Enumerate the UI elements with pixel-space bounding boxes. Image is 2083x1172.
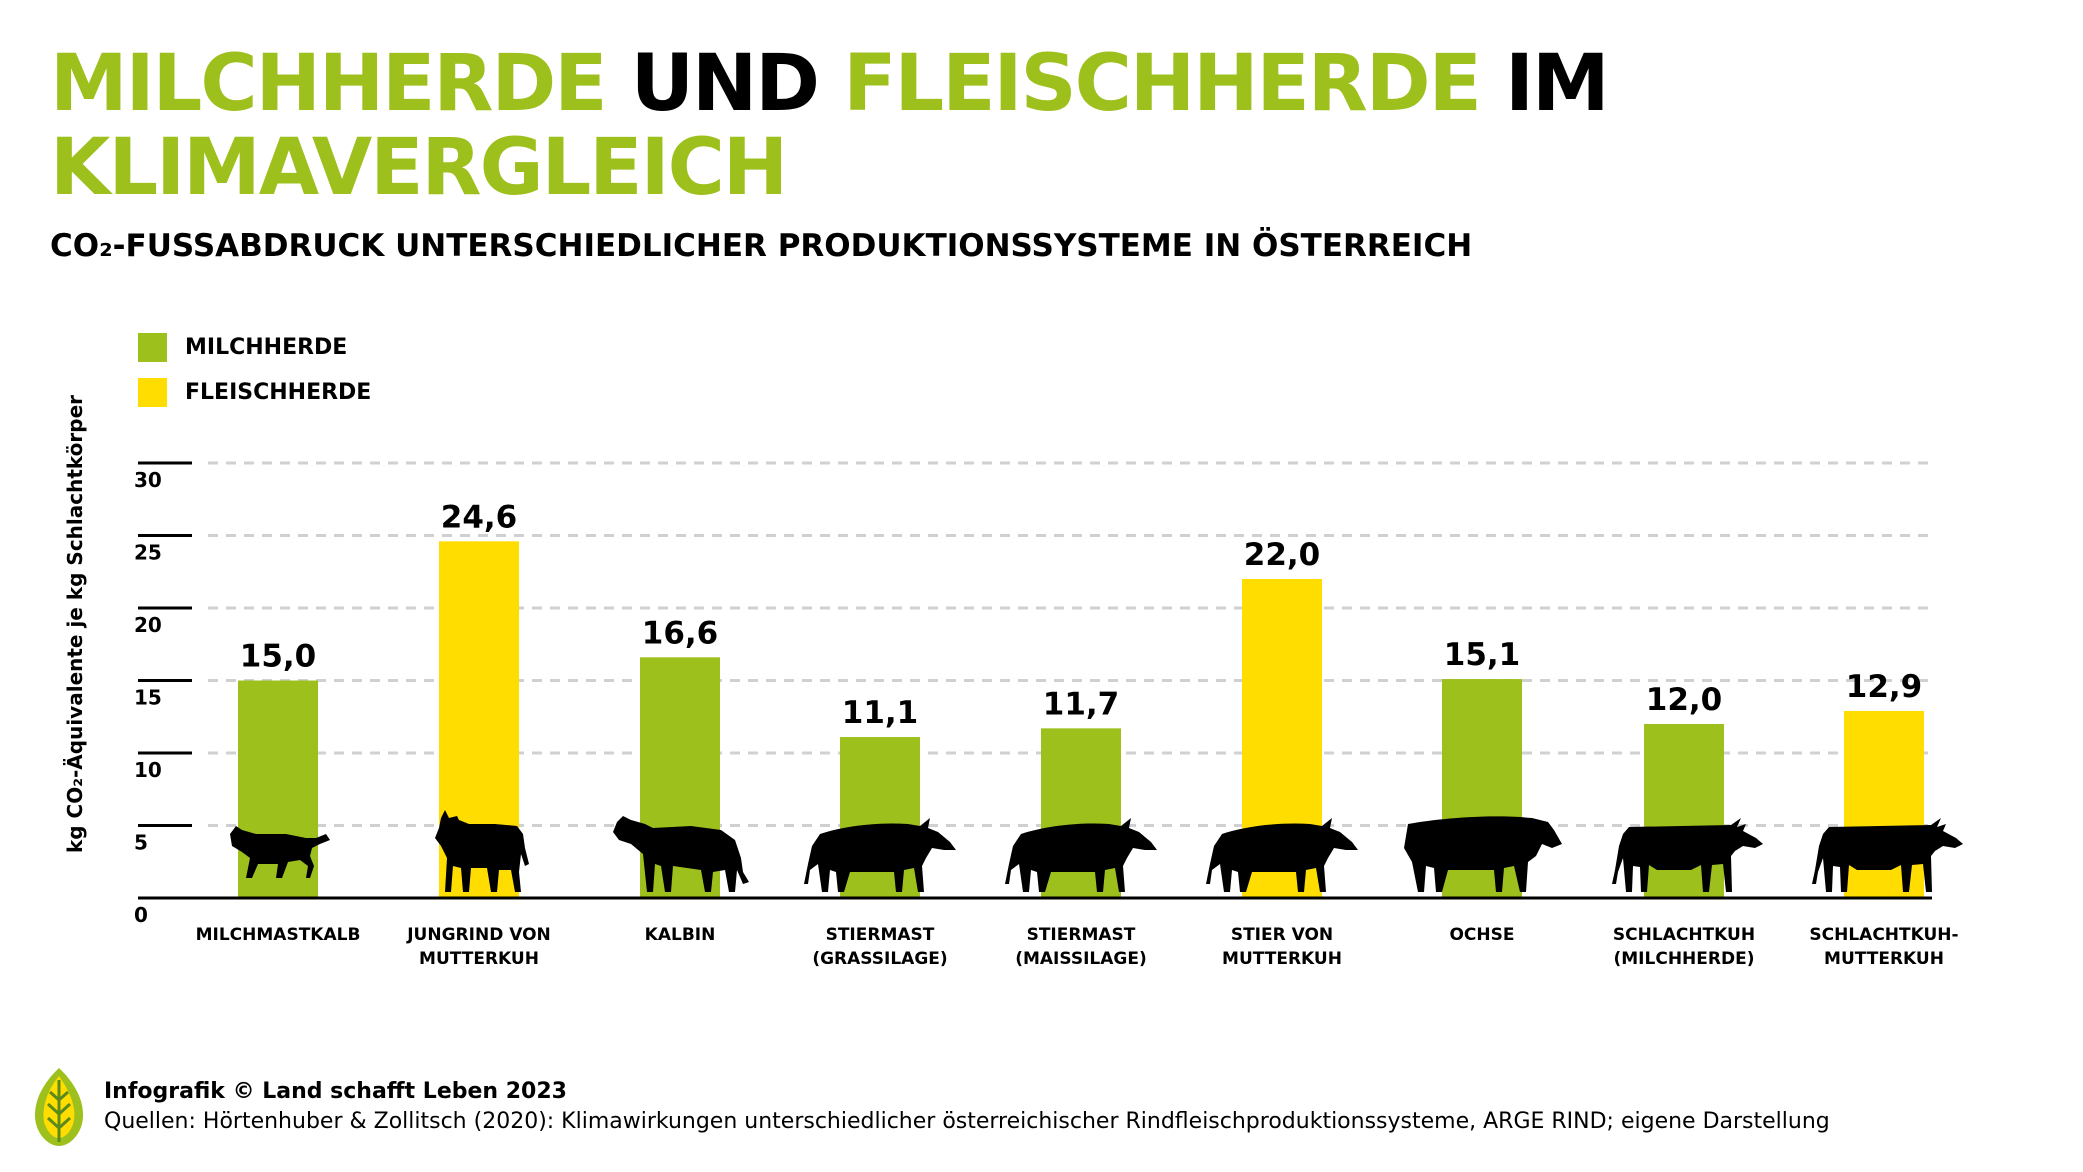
leaf-logo-icon <box>34 1068 84 1146</box>
category-label: JUNGRIND VON <box>406 925 551 945</box>
legend-label-fleischherde: FLEISCHHERDE <box>185 379 372 405</box>
category-label-line2: (MAISSILAGE) <box>1015 949 1147 969</box>
y-tick-label: 10 <box>134 758 162 782</box>
y-tick-label: 25 <box>134 541 162 565</box>
legend-item-fleischherde: FLEISCHHERDE <box>138 377 371 407</box>
legend-item-milchherde: MILCHHERDE <box>138 332 347 362</box>
title-milchherde: MILCHHERDE <box>50 39 608 129</box>
bar-value-label: 24,6 <box>441 499 518 535</box>
footer-sources: Quellen: Hörtenhuber & Zollitsch (2020):… <box>104 1109 1830 1134</box>
category-label-line2: (GRASSILAGE) <box>812 949 947 969</box>
bar-value-label: 11,7 <box>1043 686 1120 722</box>
bar-value-label: 16,6 <box>642 615 719 651</box>
legend-swatch-milchherde <box>138 332 167 362</box>
category-label: SCHLACHTKUH <box>1613 925 1755 945</box>
category-label-line2: MUTTERKUH <box>1222 949 1342 969</box>
category-label: STIER VON <box>1231 925 1333 945</box>
y-tick-label: 20 <box>134 613 162 637</box>
bar-value-label: 22,0 <box>1244 537 1321 573</box>
page-subtitle: CO₂-FUSSABDRUCK UNTERSCHIEDLICHER PRODUK… <box>50 228 1473 264</box>
bar-value-label: 12,0 <box>1646 682 1723 718</box>
y-tick-label: 5 <box>134 831 148 855</box>
category-label: MILCHMASTKALB <box>196 925 361 945</box>
category-label: STIERMAST <box>826 925 935 945</box>
bar-value-label: 12,9 <box>1846 669 1923 705</box>
page-title: MILCHHERDE UND FLEISCHHERDE IM KLIMAVERGL… <box>50 42 1850 210</box>
bar <box>1041 728 1121 898</box>
category-label-line2: (MILCHHERDE) <box>1614 949 1755 969</box>
category-label: OCHSE <box>1449 925 1514 945</box>
bar-value-label: 15,1 <box>1444 637 1521 673</box>
legend-swatch-fleischherde <box>138 377 167 407</box>
footer-credit: Infografik © Land schafft Leben 2023 <box>104 1079 567 1104</box>
title-klimavergleich: KLIMAVERGLEICH <box>50 123 788 213</box>
legend-label-milchherde: MILCHHERDE <box>185 334 348 360</box>
bar-value-label: 15,0 <box>240 639 317 675</box>
category-label-line2: MUTTERKUH <box>419 949 539 969</box>
y-axis-title: kg CO₂-Äquivalente je kg Schlachtkörper <box>63 395 87 853</box>
bar <box>1644 724 1724 898</box>
bar-value-label: 11,1 <box>842 695 919 731</box>
title-und: UND <box>630 39 820 129</box>
y-tick-label: 0 <box>134 903 148 927</box>
category-label: STIERMAST <box>1027 925 1136 945</box>
category-label: SCHLACHTKUH- <box>1809 925 1958 945</box>
y-tick-label: 30 <box>134 468 162 492</box>
category-label-line2: MUTTERKUH <box>1824 949 1944 969</box>
title-im: IM <box>1505 39 1610 129</box>
y-tick-label: 15 <box>134 686 162 710</box>
bar <box>840 737 920 898</box>
category-label: KALBIN <box>645 925 716 945</box>
title-fleischherde: FLEISCHHERDE <box>843 39 1482 129</box>
